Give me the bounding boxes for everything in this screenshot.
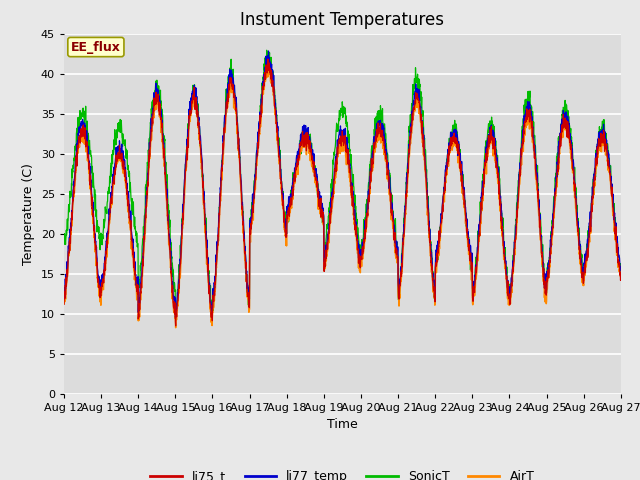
SonicT [263,48,271,53]
Line: li75_t: li75_t [64,59,621,326]
li75_t [584,246,591,252]
SonicT [371,116,379,121]
li77_temp [584,236,591,242]
Line: SonicT: SonicT [64,50,621,319]
li77_temp [172,314,179,320]
li75_t [371,141,379,147]
AirT [568,165,576,171]
li77_temp [216,200,223,206]
AirT [505,301,513,307]
li77_temp [568,156,576,161]
Text: EE_flux: EE_flux [71,40,121,54]
li77_temp [371,135,379,141]
SonicT [617,266,625,272]
li75_t [216,212,223,218]
SonicT [359,237,367,243]
AirT [265,60,273,66]
li77_temp [505,289,513,295]
li75_t [359,247,367,252]
li77_temp [359,242,367,248]
Legend: li75_t, li77_temp, SonicT, AirT: li75_t, li77_temp, SonicT, AirT [145,465,540,480]
SonicT [60,238,68,244]
AirT [617,271,625,276]
Y-axis label: Temperature (C): Temperature (C) [22,163,35,264]
SonicT [505,285,513,291]
SonicT [208,316,216,322]
li75_t [264,56,272,62]
li75_t [60,301,68,307]
AirT [172,325,179,331]
Title: Instument Temperatures: Instument Temperatures [241,11,444,29]
SonicT [216,205,223,211]
li77_temp [265,48,273,54]
Line: AirT: AirT [64,63,621,328]
li75_t [568,159,576,165]
X-axis label: Time: Time [327,418,358,431]
li77_temp [617,268,625,274]
AirT [216,214,223,219]
AirT [371,144,379,150]
AirT [60,301,68,307]
li75_t [617,270,625,276]
li75_t [505,296,513,301]
SonicT [584,241,591,247]
li75_t [172,323,179,329]
SonicT [568,140,576,146]
li77_temp [60,295,68,300]
Line: li77_temp: li77_temp [64,51,621,317]
AirT [584,251,591,257]
AirT [359,250,367,256]
